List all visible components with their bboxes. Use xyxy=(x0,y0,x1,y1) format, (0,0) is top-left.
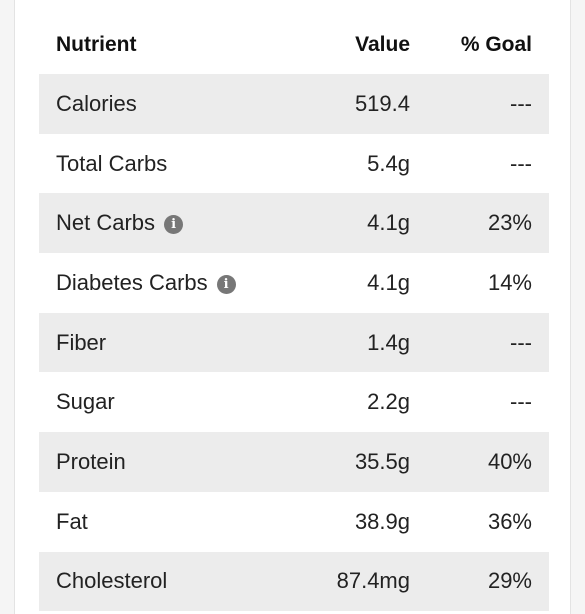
nutrition-table: Nutrient Value % Goal Calories 519.4 ---… xyxy=(39,16,549,612)
header-nutrient: Nutrient xyxy=(56,33,137,56)
table-row: Fat 38.9g 36% xyxy=(39,492,549,552)
nutrient-value: 35.5g xyxy=(354,448,410,474)
nutrient-label: Fiber xyxy=(56,329,107,355)
nutrient-name: Protein xyxy=(39,449,309,475)
nutrient-goal: --- xyxy=(510,389,532,415)
nutrient-value: 5.4g xyxy=(367,150,410,176)
table-row: Total Carbs 5.4g --- xyxy=(39,134,549,194)
nutrient-name: Sugar xyxy=(39,389,309,415)
nutrient-label: Fat xyxy=(56,508,88,534)
table-row: Cholesterol 87.4mg 29% xyxy=(39,551,549,612)
nutrient-value: 4.1g xyxy=(367,269,410,295)
table-row: Calories 519.4 --- xyxy=(39,74,549,134)
nutrient-name: Cholesterol xyxy=(39,568,309,594)
nutrient-value: 519.4 xyxy=(354,90,410,116)
table-header: Nutrient Value % Goal xyxy=(39,16,549,74)
nutrient-value: 2.2g xyxy=(367,389,410,415)
table-row: Protein 35.5g 40% xyxy=(39,432,549,492)
nutrient-label: Net Carbs xyxy=(56,210,156,236)
nutrient-label: Sugar xyxy=(56,389,115,415)
nutrient-value: 1.4g xyxy=(367,329,410,355)
nutrition-card: Nutrient Value % Goal Calories 519.4 ---… xyxy=(14,0,571,614)
nutrient-label: Diabetes Carbs xyxy=(56,269,208,295)
nutrient-name: Net Carbs i xyxy=(39,210,309,236)
nutrient-name: Fat xyxy=(39,509,309,535)
nutrient-goal: 14% xyxy=(487,269,532,295)
nutrient-label: Cholesterol xyxy=(56,568,168,594)
nutrient-name: Diabetes Carbs i xyxy=(39,270,309,296)
table-row: Diabetes Carbs i 4.1g 14% xyxy=(39,253,549,313)
nutrient-label: Total Carbs xyxy=(56,150,168,176)
header-value: Value xyxy=(355,33,410,56)
nutrient-value: 87.4mg xyxy=(336,568,410,594)
nutrient-goal: --- xyxy=(510,90,532,116)
table-row: Net Carbs i 4.1g 23% xyxy=(39,193,549,254)
nutrient-label: Calories xyxy=(56,90,137,116)
info-icon[interactable]: i xyxy=(216,274,236,294)
nutrient-goal: 23% xyxy=(487,210,532,236)
nutrient-name: Total Carbs xyxy=(39,151,309,177)
nutrient-value: 38.9g xyxy=(354,508,410,534)
table-row: Sugar 2.2g --- xyxy=(39,372,549,432)
nutrient-goal: --- xyxy=(510,150,532,176)
nutrient-goal: 36% xyxy=(487,508,532,534)
nutrient-name: Calories xyxy=(39,91,309,117)
header-goal: % Goal xyxy=(460,33,532,56)
nutrient-value: 4.1g xyxy=(367,210,410,236)
table-row: Fiber 1.4g --- xyxy=(39,312,549,373)
nutrient-goal: 40% xyxy=(487,448,532,474)
nutrient-goal: 29% xyxy=(487,568,532,594)
nutrient-goal: --- xyxy=(510,329,532,355)
nutrient-name: Fiber xyxy=(39,330,309,356)
nutrient-label: Protein xyxy=(56,448,126,474)
info-icon[interactable]: i xyxy=(164,215,184,235)
